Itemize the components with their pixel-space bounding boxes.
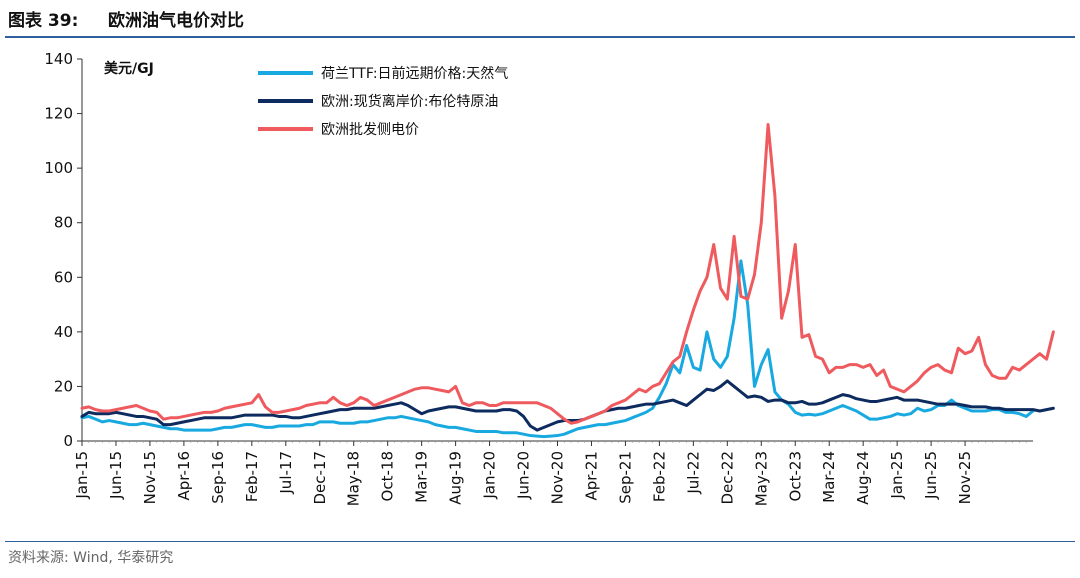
x-tick-label: Jun-15 [107,451,125,500]
x-tick-label: May-18 [345,451,363,506]
header-rule [5,36,1075,38]
series-line-3 [80,122,1055,425]
figure-title: 欧洲油气电价对比 [108,11,244,31]
x-tick-label: Jun-25 [922,451,940,500]
x-tick-label: Aug-19 [447,451,465,505]
x-tick-label: Feb-22 [650,451,668,502]
figure-number: 图表 39: [8,11,79,31]
x-tick-label: Nov-15 [141,451,159,504]
figure-header: 图表 39: 欧洲油气电价对比 [0,0,1080,36]
chart-svg: 0 20 40 60 80 100 120 140 Jan-15 Jun-15 Nov-15 Apr-… [44,50,1055,506]
footer-rule [5,541,1075,542]
y-tick-label: 120 [44,105,73,123]
x-tick-label: Oct-18 [379,451,397,501]
x-tick-label: Aug-24 [854,451,872,505]
x-tick-label: Jan-20 [481,451,499,500]
x-tick-label: Mar-19 [413,451,431,503]
x-tick-label: Jun-20 [515,451,533,500]
source-note: 资料来源: Wind, 华泰研究 [8,550,174,566]
x-tick-label: Sep-21 [616,451,634,504]
x-tick-label: Mar-24 [820,451,838,503]
y-tick-label: 40 [54,323,73,341]
legend-label-2: 欧洲:现货离岸价:布伦特原油 [321,93,498,110]
legend-label-1: 荷兰TTF:日前远期价格:天然气 [321,65,508,82]
y-unit-label: 美元/GJ [104,60,154,77]
x-tick-label: Apr-16 [175,451,193,501]
x-tick-label: Nov-25 [956,451,974,504]
x-tick-label: May-23 [752,451,770,506]
x-tick-label: Nov-20 [549,451,567,504]
x-tick-label: Jul-17 [277,451,295,495]
y-tick-label: 140 [44,50,73,68]
x-tick-label: Jan-25 [888,451,906,500]
y-tick-label: 80 [54,214,73,232]
x-tick-label: Jan-15 [73,451,91,500]
x-tick-label: Feb-17 [243,451,261,502]
legend-label-3: 欧洲批发侧电价 [321,122,419,138]
series-line-1 [80,259,1035,439]
x-tick-label: Dec-17 [311,451,329,505]
x-tick-label: Jul-22 [684,451,702,495]
y-tick-label: 0 [63,432,73,450]
y-tick-label: 20 [54,377,73,395]
x-tick-label: Sep-16 [209,451,227,504]
y-tick-label: 100 [44,159,73,177]
x-tick-label: Oct-23 [786,451,804,501]
chart-axes: 0 20 40 60 80 100 120 140 Jan-15 Jun-15 Nov-15 Apr-… [44,50,1033,506]
chart-lines [80,122,1055,439]
x-tick-label: Dec-22 [718,451,736,505]
y-tick-label: 60 [54,268,73,286]
x-tick-label: Apr-21 [582,451,600,501]
